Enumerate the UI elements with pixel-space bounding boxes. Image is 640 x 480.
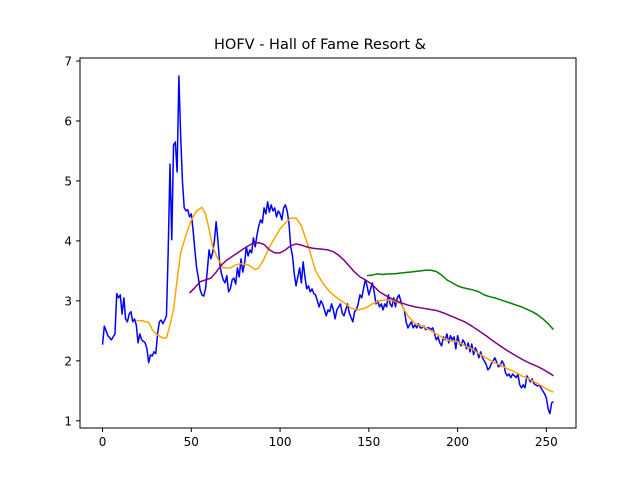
chart-title: HOFV - Hall of Fame Resort & <box>214 37 426 53</box>
x-tick-label: 0 <box>99 435 107 449</box>
y-tick-label: 4 <box>64 234 72 248</box>
series-line-1 <box>101 75 554 415</box>
x-tick-label: 50 <box>184 435 199 449</box>
plot-frame <box>79 57 577 429</box>
y-tick-label: 6 <box>64 114 72 128</box>
series-line-4 <box>366 269 555 331</box>
series-layer <box>101 75 555 415</box>
x-tick-label: 100 <box>269 435 292 449</box>
x-tick-label: 250 <box>535 435 558 449</box>
axis-layer: 0 50 100 150 200 250 1 2 3 4 5 6 7 <box>64 54 557 449</box>
y-tick-label: 5 <box>64 174 72 188</box>
y-tick-label: 7 <box>64 54 72 68</box>
y-tick-label: 2 <box>64 354 72 368</box>
x-tick-label: 200 <box>446 435 469 449</box>
series-line-3 <box>188 241 554 377</box>
y-tick-label: 3 <box>64 294 72 308</box>
y-tick-label: 1 <box>64 414 72 428</box>
x-tick-label: 150 <box>357 435 380 449</box>
series-line-2 <box>136 206 554 393</box>
